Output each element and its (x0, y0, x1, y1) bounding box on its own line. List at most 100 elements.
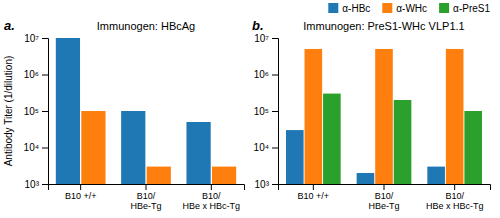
bars (286, 49, 482, 184)
bar (394, 100, 412, 184)
x-tick-mark (80, 184, 81, 190)
bar (212, 167, 236, 184)
x-tick: B10 +/+ (298, 184, 330, 201)
legend-swatch (439, 3, 449, 13)
y-tick-label: 10³ (25, 179, 40, 190)
x-tick: B10/HBe-Tg (368, 184, 399, 211)
y-tick: 10⁵ (24, 106, 48, 117)
y-axis-line (272, 39, 279, 185)
y-axis-label: Antibody Titer (1/dilution) (3, 56, 14, 167)
legend-swatch (328, 3, 338, 13)
x-tick-label: B10/HBe x HBc-Tg (183, 191, 241, 211)
legend-item: α-HBc (328, 3, 370, 14)
bars (56, 38, 236, 184)
x-tick-label-line: HBe-Tg (130, 201, 161, 211)
legend: α-HBc α-WHc α-PreS1 (328, 3, 490, 14)
bar (427, 167, 445, 184)
y-tick-label: 10⁷ (254, 33, 269, 44)
bar-series (56, 38, 211, 184)
bar (375, 49, 393, 184)
y-tick: 10³ (255, 179, 278, 190)
legend-label: α-PreS1 (453, 3, 490, 14)
y-tick-mark (272, 75, 278, 76)
x-tick-label: B10 +/+ (65, 191, 97, 201)
y-tick-mark (42, 148, 48, 149)
title: Immunogen: HBcAg (97, 20, 195, 32)
x-tick: B10/HBe x HBc-Tg (426, 184, 484, 211)
panel-label: a. (4, 18, 15, 33)
legend-item: α-WHc (382, 3, 427, 14)
x-axis: B10 +/+B10/HBe-TgB10/HBe x HBc-Tg (49, 184, 245, 211)
y-tick-mark (42, 75, 48, 76)
chart: 10³10⁴10⁵10⁶10⁷B10 +/+B10/HBe-TgB10/HBe … (0, 0, 500, 218)
y-tick-mark (272, 38, 278, 39)
legend-label: α-WHc (396, 3, 427, 14)
y-tick: 10⁶ (254, 69, 278, 80)
x-tick: B10 +/+ (65, 184, 97, 201)
bar (446, 49, 464, 184)
bar (186, 122, 210, 184)
x-tick-label-line: HBe-Tg (368, 201, 399, 211)
x-axis: B10 +/+B10/HBe-TgB10/HBe x HBc-Tg (279, 184, 491, 211)
legend-item: α-PreS1 (439, 3, 490, 14)
x-tick-label: B10/HBe-Tg (368, 191, 399, 211)
bar (56, 38, 80, 184)
x-tick-label-line: HBe x HBc-Tg (426, 201, 484, 211)
bar (121, 111, 145, 184)
y-tick: 10³ (25, 179, 48, 190)
y-tick-label: 10⁵ (24, 106, 39, 117)
x-tick-label-line: B10/ (202, 191, 221, 201)
x-tick-label: B10 +/+ (298, 191, 330, 201)
y-tick-label: 10⁴ (254, 142, 269, 153)
y-axis-line (42, 39, 49, 185)
y-tick-label: 10⁶ (254, 69, 269, 80)
x-tick-mark (313, 184, 314, 190)
bar (286, 130, 304, 184)
x-tick-label-line: B10/ (445, 191, 464, 201)
bar (147, 167, 171, 184)
panel: 10³10⁴10⁵10⁶10⁷B10 +/+B10/HBe-TgB10/HBe … (252, 3, 491, 211)
bar (305, 49, 323, 184)
x-tick-label-line: HBe x HBc-Tg (183, 201, 241, 211)
y-tick-mark (42, 184, 48, 185)
bar-series (323, 94, 482, 184)
x-tick-mark (454, 184, 455, 190)
x-tick-mark (384, 184, 385, 190)
y-axis: 10³ 10⁴ 10⁵ 10⁶ 10⁷ (254, 33, 279, 190)
x-tick-label-line: B10 +/+ (298, 191, 330, 201)
y-tick: 10⁷ (24, 33, 48, 44)
y-tick-label: 10⁴ (24, 142, 39, 153)
bar-series (305, 49, 464, 184)
x-axis-line (279, 185, 491, 191)
y-tick: 10⁷ (254, 33, 278, 44)
y-tick-mark (42, 38, 48, 39)
x-tick-label-line: B10/ (375, 191, 394, 201)
y-tick-label: 10⁶ (24, 69, 39, 80)
y-tick-mark (272, 148, 278, 149)
y-tick: 10⁶ (24, 69, 48, 80)
x-tick-label-line: B10 +/+ (65, 191, 97, 201)
y-tick-mark (272, 184, 278, 185)
y-tick-label: 10⁵ (254, 106, 269, 117)
y-axis: 10³ 10⁴ 10⁵ 10⁶ 10⁷ (24, 33, 49, 190)
y-tick-label: 10⁷ (24, 33, 39, 44)
panel-label: b. (252, 18, 264, 33)
y-tick: 10⁴ (254, 142, 278, 153)
x-tick: B10/HBe x HBc-Tg (183, 184, 241, 211)
y-tick-label: 10³ (255, 179, 270, 190)
x-tick-mark (211, 184, 212, 190)
legend-label: α-HBc (342, 3, 370, 14)
x-tick-mark (146, 184, 147, 190)
x-axis-line (49, 185, 245, 191)
y-tick-mark (272, 111, 278, 112)
y-tick: 10⁵ (254, 106, 278, 117)
panel: 10³10⁴10⁵10⁶10⁷B10 +/+B10/HBe-TgB10/HBe … (3, 18, 245, 211)
x-tick-label: B10/HBe x HBc-Tg (426, 191, 484, 211)
bar (357, 173, 375, 184)
x-tick-label-line: B10/ (137, 191, 156, 201)
x-tick-label: B10/HBe-Tg (130, 191, 161, 211)
y-tick: 10⁴ (24, 142, 48, 153)
title: Immunogen: PreS1-WHc VLP1.1 (303, 20, 464, 32)
bar (81, 111, 105, 184)
y-tick-mark (42, 111, 48, 112)
